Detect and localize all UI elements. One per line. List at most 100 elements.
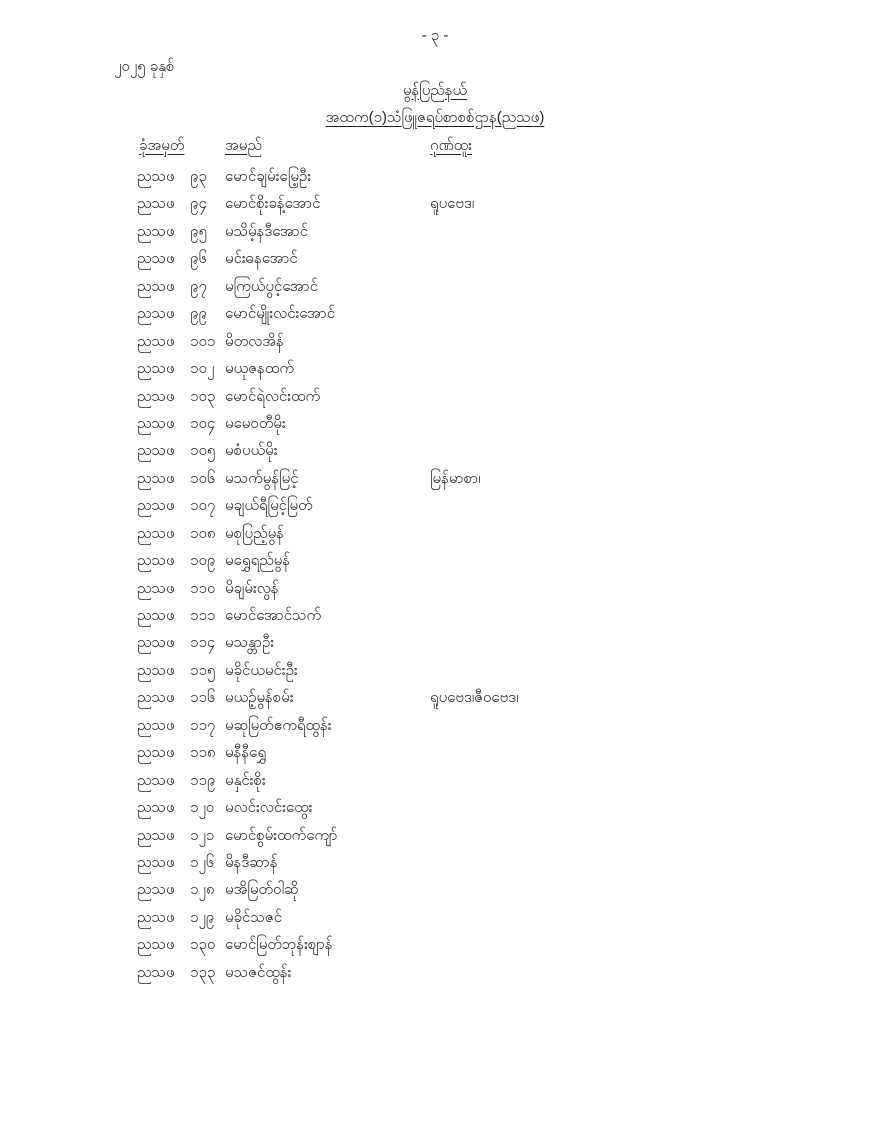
row-roll-number: ၉၆ [190, 250, 207, 268]
row-center-code: ညသဖ [137, 661, 175, 679]
row-roll-number: ၁၀၈ [190, 524, 216, 542]
header-roll-number: ခုံအမှတ် [139, 137, 185, 154]
row-roll-number: ၁၂၉ [190, 908, 215, 926]
row-roll-number: ၉၅ [190, 222, 207, 240]
results-table-body: ညသဖ ၉၃ မောင်ချမ်းမြေ့ဦး ညသဖ ၉၄ မောင်စိုး… [0, 163, 870, 986]
table-row: ညသဖ ၁၁၄ မသန္တာဦး [0, 629, 870, 656]
row-student-name: မယုဇနထက် [225, 360, 294, 378]
row-center-code: ညသဖ [137, 387, 175, 405]
table-row: ညသဖ ၁၀၅ မစံပယ်မိုး [0, 437, 870, 464]
row-student-name: မနီနီရွှေ [225, 744, 267, 762]
table-row: ညသဖ ၁၀၃ မောင်ရဲလင်းထက် [0, 383, 870, 410]
table-row: ညသဖ ၁၀၄ မမေဝတီမိုး [0, 410, 870, 437]
header-distinction: ဂုဏ်ထူး [430, 137, 472, 154]
table-row: ညသဖ ၁၀၉ မရွှေရည်မွန် [0, 547, 870, 574]
row-student-name: မကြယ်ပွင့်အောင် [225, 277, 319, 295]
row-student-name: မချယ်ရီမြင့်မြတ် [225, 497, 313, 515]
table-row: ညသဖ ၁၁၉ မနှင်းစိုး [0, 767, 870, 794]
region-title: မွန်ပြည်နယ် [402, 82, 468, 99]
row-distinction: ရူပဗေဒ၊ [430, 195, 475, 213]
table-row: ညသဖ ၉၉ မောင်မျိုးလင်းအောင် [0, 300, 870, 327]
row-roll-number: ၁၀၅ [190, 442, 216, 460]
row-roll-number: ၁၀၃ [190, 387, 216, 405]
row-center-code: ညသဖ [137, 826, 175, 844]
row-student-name: မလင်းလင်းထွေး [225, 799, 313, 817]
row-roll-number: ၁၁၉ [190, 771, 216, 789]
row-roll-number: ၁၁၆ [190, 689, 216, 707]
row-center-code: ညသဖ [137, 360, 175, 378]
row-center-code: ညသဖ [137, 607, 175, 624]
page-number: - ၃ - [421, 27, 449, 44]
table-row: ညသဖ ၁၀၆ မသက်မွန်မြင့် မြန်မာစာ၊ [0, 465, 870, 492]
row-distinction: ရူပဗေဒ၊ဇီဝဗေဒ၊ [430, 689, 519, 707]
table-row: ညသဖ ၉၇ မကြယ်ပွင့်အောင် [0, 273, 870, 300]
table-row: ညသဖ ၉၅ မသိမ့်နဒီအောင် [0, 218, 870, 245]
row-center-code: ညသဖ [137, 689, 175, 707]
table-row: ညသဖ ၁၁၆ မယဉ့်မွန်စမ်း ရူပဗေဒ၊ဇီဝဗေဒ၊ [0, 684, 870, 711]
row-center-code: ညသဖ [137, 277, 175, 295]
row-center-code: ညသဖ [137, 168, 175, 185]
table-row: ညသဖ ၉၆ မင်းဓနအောင် [0, 245, 870, 272]
row-roll-number: ၁၂၀ [190, 799, 215, 817]
row-roll-number: ၁၁၀ [190, 579, 216, 597]
row-center-code: ညသဖ [137, 250, 175, 268]
row-center-code: ညသဖ [137, 414, 175, 432]
year-label: ၂၀၂၅ ခုနှစ် [114, 58, 175, 75]
row-roll-number: ၁၁၁ [190, 607, 216, 624]
row-student-name: မောင်ချမ်းမြေ့ဦး [225, 168, 312, 185]
row-roll-number: ၁၃၀ [190, 936, 216, 954]
table-row: ညသဖ ၁၂၀ မလင်းလင်းထွေး [0, 794, 870, 821]
row-student-name: မမေဝတီမိုး [225, 414, 286, 432]
table-row: ညသဖ ၁၀၈ မစုပြည့်မွန် [0, 520, 870, 547]
row-distinction: မြန်မာစာ၊ [430, 469, 481, 487]
table-row: ညသဖ ၁၀၁ မိတလအိန် [0, 328, 870, 355]
table-row: ညသဖ ၁၂၈ မအိမြတ်ဝါဆို [0, 876, 870, 903]
row-student-name: မောင်ရဲလင်းထက် [225, 387, 321, 405]
row-roll-number: ၁၀၁ [190, 332, 216, 350]
row-student-name: မသက်မွန်မြင့် [225, 469, 299, 487]
row-center-code: ညသဖ [137, 552, 175, 570]
row-student-name: မအိမြတ်ဝါဆို [225, 881, 299, 899]
table-row: ညသဖ ၁၃၀ မောင်မြတ်ဘုန်းစျာန် [0, 931, 870, 958]
table-row: ညသဖ ၉၃ မောင်ချမ်းမြေ့ဦး [0, 163, 870, 190]
row-roll-number: ၁၁၅ [190, 661, 216, 679]
table-row: ညသဖ ၉၄ မောင်စိုးခန့်အောင် ရူပဗေဒ၊ [0, 190, 870, 217]
row-student-name: မင်းဓနအောင် [225, 250, 298, 268]
table-row: ညသဖ ၁၂၆ မိနဒီဆာန် [0, 849, 870, 876]
table-row: ညသဖ ၁၁၁ မောင်အောင်သက် [0, 602, 870, 629]
row-center-code: ညသဖ [137, 799, 175, 817]
row-student-name: မောင်အောင်သက် [225, 607, 322, 624]
row-roll-number: ၁၁၇ [190, 716, 216, 734]
table-header-row: ခုံအမှတ် အမည် ဂုဏ်ထူး [0, 136, 870, 164]
row-student-name: မနှင်းစိုး [225, 771, 266, 789]
row-student-name: မသဇင်ထွန်း [225, 963, 292, 981]
table-row: ညသဖ ၁၁၈ မနီနီရွှေ [0, 739, 870, 766]
row-roll-number: ၁၀၇ [190, 497, 216, 515]
row-roll-number: ၁၂၁ [190, 826, 215, 844]
row-roll-number: ၁၀၄ [190, 414, 216, 432]
row-center-code: ညသဖ [137, 908, 175, 926]
row-roll-number: ၁၁၄ [190, 634, 216, 652]
row-student-name: မသန္တာဦး [225, 634, 275, 652]
row-roll-number: ၉၄ [190, 195, 207, 213]
row-center-code: ညသဖ [137, 469, 175, 487]
row-center-code: ညသဖ [137, 771, 175, 789]
table-row: ညသဖ ၁၃၃ မသဇင်ထွန်း [0, 959, 870, 986]
row-center-code: ညသဖ [137, 744, 175, 762]
row-roll-number: ၁၂၈ [190, 881, 215, 899]
row-center-code: ညသဖ [137, 442, 175, 460]
row-center-code: ညသဖ [137, 222, 175, 240]
table-row: ညသဖ ၁၁၅ မခိုင်ယမင်းဦး [0, 657, 870, 684]
row-student-name: မဆုမြတ်ဧကရီထွန်း [225, 716, 332, 734]
table-row: ညသဖ ၁၀၂ မယုဇနထက် [0, 355, 870, 382]
row-student-name: မယဉ့်မွန်စမ်း [225, 689, 294, 707]
row-center-code: ညသဖ [137, 195, 175, 213]
row-student-name: မိနဒီဆာန် [225, 853, 278, 871]
row-roll-number: ၉၃ [190, 168, 207, 185]
row-student-name: မသိမ့်နဒီအောင် [225, 222, 309, 240]
table-row: ညသဖ ၁၀၇ မချယ်ရီမြင့်မြတ် [0, 492, 870, 519]
row-student-name: မောင်စိုးခန့်အောင် [225, 195, 321, 213]
row-center-code: ညသဖ [137, 579, 175, 597]
row-student-name: မောင်စွမ်းထက်ကျော် [225, 826, 338, 844]
